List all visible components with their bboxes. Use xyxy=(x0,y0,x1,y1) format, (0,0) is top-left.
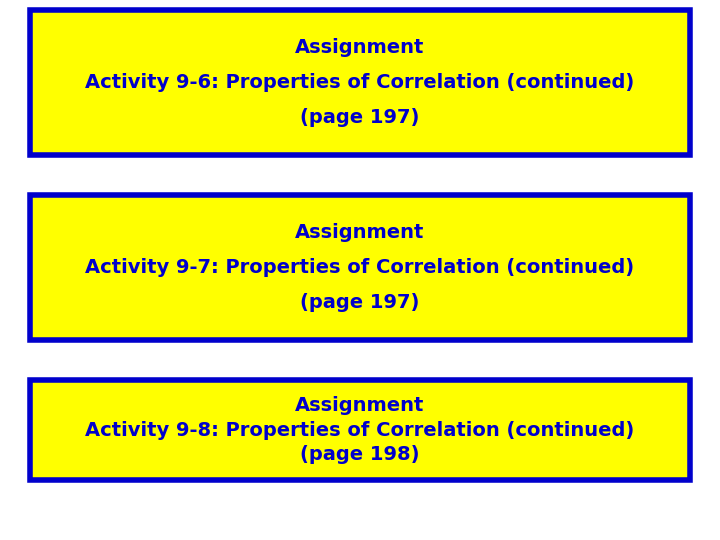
Bar xyxy=(30,10,690,155)
Text: (page 198): (page 198) xyxy=(300,445,420,464)
Text: (page 197): (page 197) xyxy=(300,293,420,312)
Text: Activity 9-6: Properties of Correlation (continued): Activity 9-6: Properties of Correlation … xyxy=(86,73,634,92)
Text: Activity 9-7: Properties of Correlation (continued): Activity 9-7: Properties of Correlation … xyxy=(86,258,634,277)
Text: Assignment: Assignment xyxy=(295,223,425,242)
Text: Assignment: Assignment xyxy=(295,38,425,57)
Text: Activity 9-8: Properties of Correlation (continued): Activity 9-8: Properties of Correlation … xyxy=(86,421,634,440)
Bar xyxy=(30,195,690,340)
Text: (page 197): (page 197) xyxy=(300,108,420,127)
Bar xyxy=(30,380,690,480)
Text: Assignment: Assignment xyxy=(295,396,425,415)
